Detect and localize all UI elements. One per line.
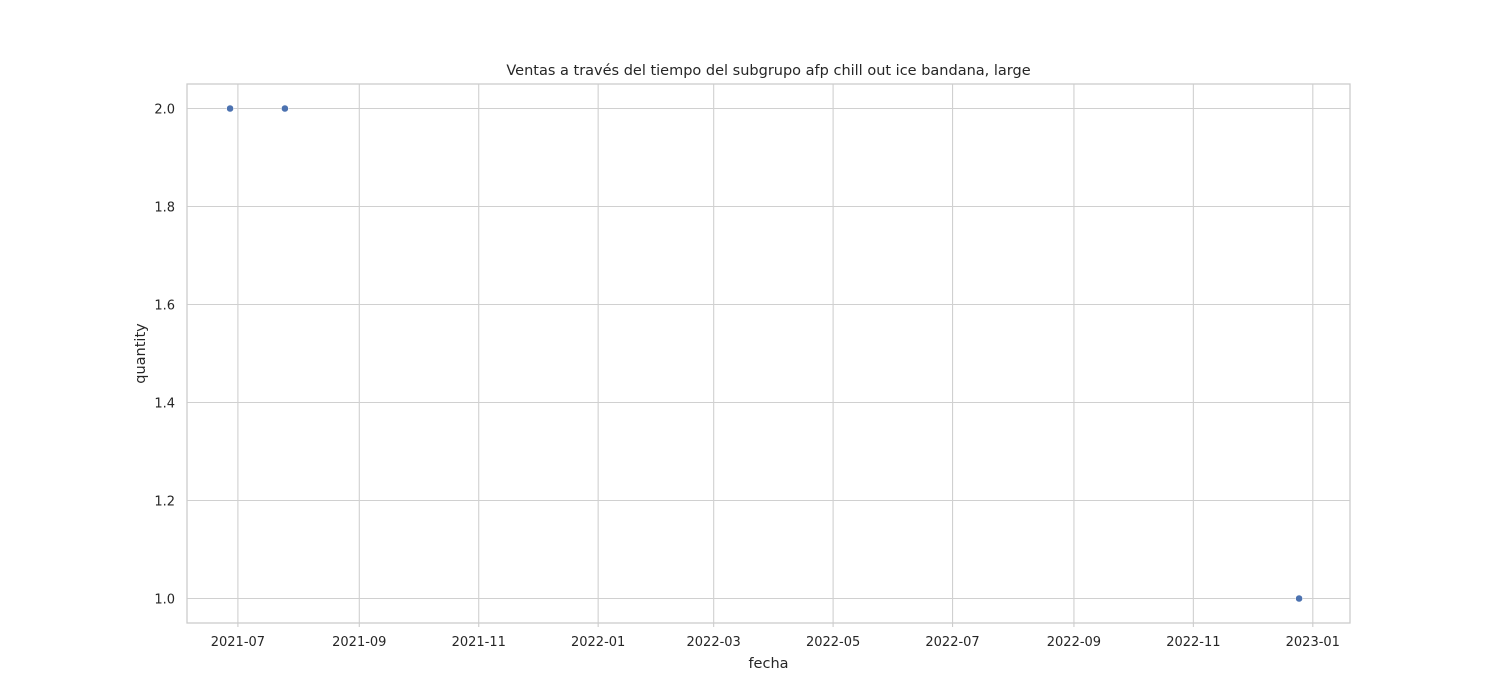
y-tick-label: 1.8 — [154, 201, 175, 216]
data-point — [1295, 594, 1303, 603]
x-tick-label: 2022-01 — [571, 635, 625, 650]
x-tick-label: 2021-09 — [332, 635, 386, 650]
data-points — [226, 104, 1303, 603]
y-tick-label: 1.4 — [154, 397, 175, 412]
grid-lines — [187, 84, 1350, 623]
y-axis-ticks: 1.0 1.2 1.4 1.6 1.8 2.0 — [154, 103, 175, 608]
x-tick-label: 2022-03 — [687, 635, 741, 650]
x-axis-label: fecha — [748, 656, 788, 672]
x-tick-label: 2021-11 — [452, 635, 506, 650]
x-tick-label: 2021-07 — [211, 635, 265, 650]
data-point — [226, 104, 234, 113]
data-point — [280, 104, 289, 113]
y-tick-label: 1.6 — [154, 299, 175, 314]
x-tick-label: 2022-11 — [1166, 635, 1220, 650]
y-axis-label: quantity — [133, 323, 149, 384]
y-tick-label: 1.0 — [154, 593, 175, 608]
x-tick-label: 2022-05 — [806, 635, 860, 650]
y-tick-label: 1.2 — [154, 495, 175, 510]
plot-frame — [186, 83, 1351, 624]
x-axis-ticks: 2021-07 2021-09 2021-11 2022-01 2022-03 2022-… — [211, 623, 1340, 650]
x-tick-label: 2022-09 — [1047, 635, 1101, 650]
y-tick-label: 2.0 — [154, 103, 175, 118]
x-tick-label: 2023-01 — [1286, 635, 1340, 650]
chart-title: Ventas a través del tiempo del subgrupo … — [506, 63, 1030, 79]
x-tick-label: 2022-07 — [925, 635, 979, 650]
